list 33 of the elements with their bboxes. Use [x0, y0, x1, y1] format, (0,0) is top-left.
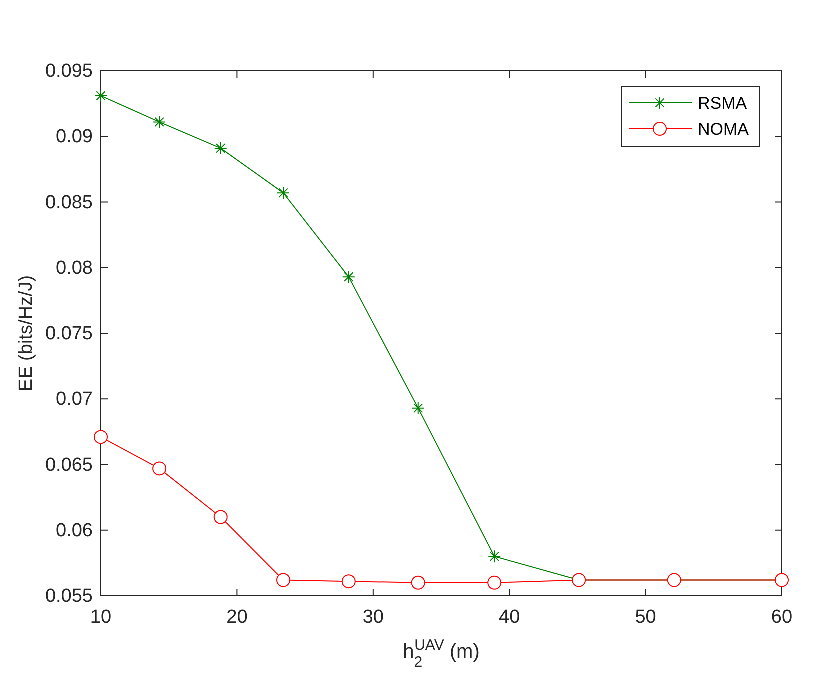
x-axis-title: h$_{2}$$^{UAV}$ (m) — [403, 636, 480, 670]
y-tick-label: 0.085 — [45, 192, 93, 214]
point — [276, 573, 291, 588]
y-tick-label: 0.095 — [45, 61, 93, 82]
point — [214, 510, 228, 524]
x-tick-label: 30 — [362, 607, 384, 628]
x-tick-label: 10 — [90, 607, 112, 628]
point — [214, 142, 228, 155]
point — [153, 116, 166, 129]
point — [94, 89, 108, 102]
y-tick-label: 0.055 — [45, 586, 93, 607]
point — [342, 574, 356, 589]
point — [488, 550, 502, 564]
point — [412, 402, 425, 415]
y-tick-label: 0.065 — [45, 454, 93, 476]
x-tick-label: 50 — [635, 607, 656, 628]
x-tick-label: 20 — [226, 607, 248, 628]
y-tick-label: 0.06 — [56, 520, 93, 542]
point — [488, 576, 502, 590]
x-tick-label: 40 — [499, 607, 520, 628]
y-tick-label: 0.07 — [56, 389, 93, 410]
legend-label: RSMA — [698, 94, 748, 113]
point — [94, 430, 108, 444]
point — [411, 576, 426, 590]
y-tick-label: 0.08 — [56, 258, 93, 279]
y-axis-title: EE (bits/Hz/J) — [16, 275, 37, 392]
x-tick-label: 60 — [771, 607, 793, 628]
y-tick-label: 0.075 — [45, 324, 93, 344]
y-tick-label: 0.09 — [56, 126, 93, 148]
legend-label: NOMA — [698, 120, 750, 139]
point — [342, 270, 356, 284]
point — [152, 462, 167, 476]
point — [277, 186, 290, 200]
